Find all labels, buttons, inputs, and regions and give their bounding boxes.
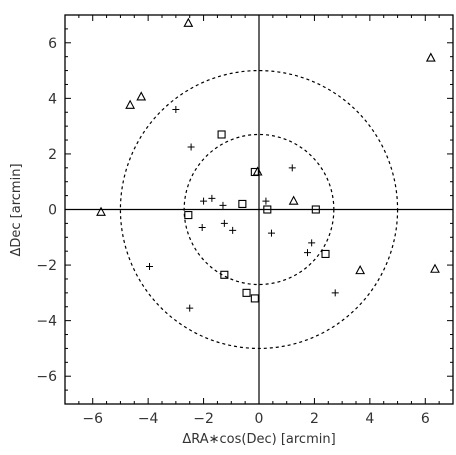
triangle-point	[125, 99, 136, 109]
plus-point	[267, 229, 275, 237]
triangle-point	[96, 206, 106, 216]
data-points	[96, 17, 440, 312]
x-tick-label: −6	[82, 411, 103, 427]
x-tick-label: −4	[138, 411, 159, 427]
plus-point	[331, 289, 339, 297]
plus-point	[288, 164, 296, 172]
plus-point	[208, 194, 216, 202]
y-tick-label: 6	[48, 36, 57, 52]
plus-point	[229, 226, 237, 234]
tick-labels: −6 −4 −2 0 2 4 6 −6 −4 −2 0 2 4 6	[36, 36, 429, 427]
y-tick-label: 0	[48, 203, 57, 219]
plus-point	[220, 219, 228, 227]
x-tick-label: −2	[193, 411, 214, 427]
y-tick-label: −2	[36, 258, 57, 274]
plus-point	[304, 249, 311, 257]
square-point	[250, 294, 259, 303]
plus-point	[219, 201, 227, 209]
triangle-point	[288, 195, 299, 205]
reference-circles	[119, 69, 399, 350]
plus-point	[198, 224, 206, 232]
dashed-circle	[183, 133, 335, 286]
y-tick-label: 4	[48, 91, 57, 107]
square-point	[311, 205, 320, 214]
x-tick-label: 4	[365, 411, 374, 427]
triangle-point	[430, 263, 440, 273]
plus-point	[262, 197, 270, 205]
y-tick-label: −6	[36, 369, 57, 385]
square-point	[217, 130, 226, 139]
reference-lines	[65, 15, 453, 404]
plus-point	[187, 143, 195, 151]
square-point	[220, 270, 229, 279]
plus-point	[146, 262, 154, 270]
triangle-point	[355, 264, 366, 275]
x-tick-label: 2	[310, 411, 319, 427]
triangle-point	[425, 52, 436, 62]
y-axis-label: ΔDec [arcmin]	[9, 163, 24, 256]
square-point	[184, 211, 193, 220]
triangle-point	[136, 91, 147, 101]
dashed-circle	[119, 69, 399, 350]
square-point	[321, 249, 330, 259]
plus-point	[172, 105, 180, 113]
square-point	[250, 167, 259, 177]
y-tick-label: 2	[48, 147, 57, 163]
x-axis-label: ΔRA∗cos(Dec) [arcmin]	[182, 432, 335, 447]
plus-point	[186, 304, 194, 312]
y-tick-label: −4	[36, 314, 57, 330]
plus-point	[200, 197, 208, 205]
x-tick-label: 0	[255, 411, 264, 427]
x-tick-label: 6	[421, 411, 430, 427]
plus-point	[308, 239, 316, 247]
square-point	[238, 199, 247, 208]
triangle-point	[183, 17, 194, 27]
square-point	[263, 205, 272, 214]
square-point	[242, 288, 251, 297]
